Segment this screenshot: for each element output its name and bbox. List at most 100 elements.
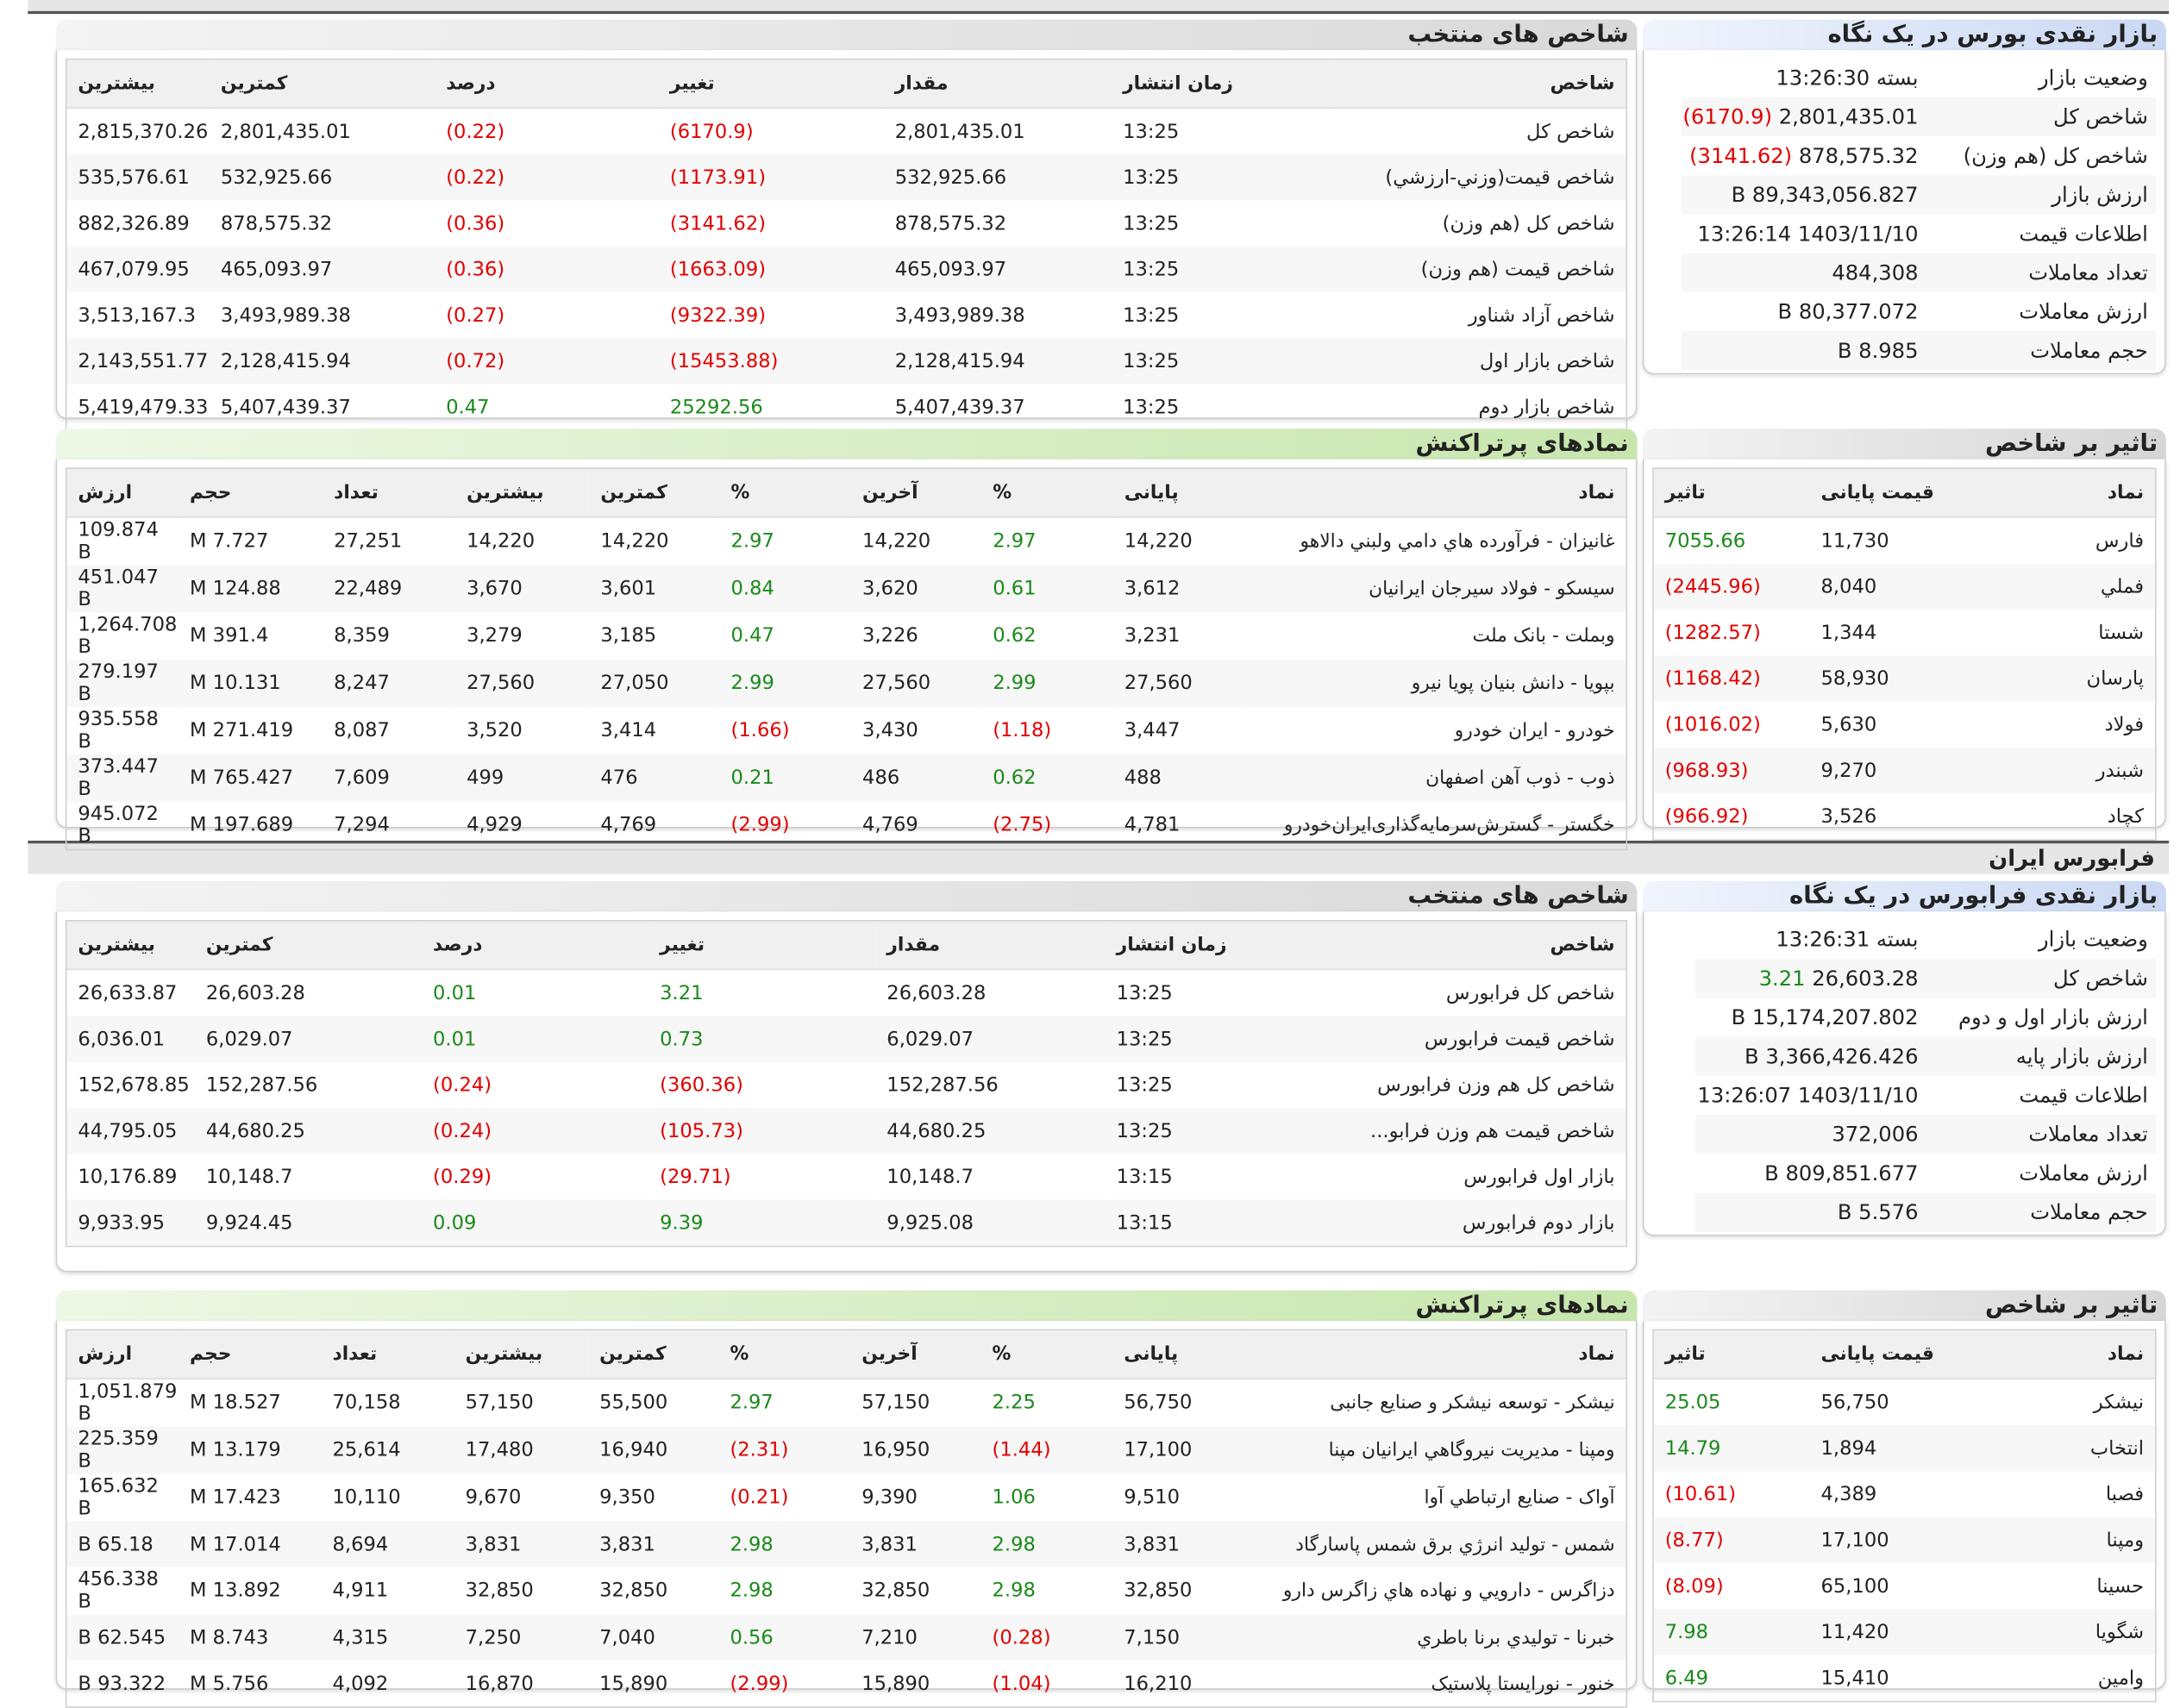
symbol-link[interactable]: نیشکر — [2093, 1391, 2145, 1414]
table-row[interactable]: شاخص قیمت فرابورس 13:25 6,029.07 0.73 0.01 6,… — [66, 1016, 1626, 1062]
table-row[interactable]: شاخص بازار دوم 13:25 5,407,439.37 25292.56 0… — [66, 385, 1626, 430]
column-header[interactable]: کمترین — [209, 59, 435, 109]
table-row[interactable]: وبملت - بانک ملت 3,231 0.62 3,226 0.47 3,185 3… — [66, 612, 1626, 660]
symbol-link[interactable]: فارس — [2095, 529, 2145, 553]
column-header[interactable]: تغییر — [658, 59, 884, 109]
table-row[interactable]: فصبا 4,389 (10.61) — [1654, 1471, 2155, 1517]
column-header[interactable]: آخرین — [851, 469, 982, 518]
column-header[interactable]: ارزش — [66, 1330, 179, 1380]
table-row[interactable]: فارس 11,730 7055.66 — [1654, 517, 2155, 564]
column-header[interactable]: نماد — [1245, 469, 1626, 518]
symbol-link[interactable]: خگستر - گسترش‌سرمایه‌گذاری‌ایران‌خودرو — [1283, 814, 1615, 837]
symbol-link[interactable]: شستا — [2098, 621, 2145, 644]
column-header[interactable]: پایانی — [1112, 469, 1246, 518]
table-row[interactable]: بپویا - دانش بنیان پویا نیرو 27,560 2.99 27… — [66, 660, 1626, 708]
table-row[interactable]: شستا 1,344 (1282.57) — [1654, 610, 2155, 655]
table-row[interactable]: سیسکو - فولاد سیرجان ایرانیان 3,612 0.61 3,… — [66, 565, 1626, 613]
column-header[interactable]: ارزش — [66, 469, 179, 518]
symbol-link[interactable]: نیشکر - توسعه نیشکر و صنایع جانبی — [1330, 1392, 1615, 1415]
column-header[interactable]: پایانی — [1112, 1330, 1246, 1380]
table-row[interactable]: شاخص قیمت هم وزن فرابو... 13:25 44,680.25(… — [66, 1107, 1626, 1154]
column-header[interactable]: % — [719, 469, 852, 518]
table-row[interactable]: شاخص کل فرابورس 13:25 26,603.28 3.21 0.01 26,… — [66, 969, 1626, 1016]
column-header[interactable]: نماد — [1989, 1330, 2155, 1380]
column-header[interactable]: تعداد — [323, 469, 456, 518]
column-header[interactable]: کمترین — [589, 469, 720, 518]
table-row[interactable]: حسینا 65,100 (8.09) — [1654, 1563, 2155, 1609]
table-row[interactable]: دزاگرس - دارويي و نهاده هاي زاگرس دارو 32… — [66, 1567, 1626, 1615]
table-row[interactable]: ومپنا - مدیریت نیروگاهي ایرانیان مپنا 17,… — [66, 1426, 1626, 1474]
column-header[interactable]: تغییر — [648, 921, 876, 971]
symbol-link[interactable]: پارسان — [1989, 655, 2155, 702]
table-row[interactable]: شگویا 11,420 7.98 — [1653, 1609, 2155, 1655]
symbol-link[interactable]: ذوب - ذوب آهن اصفهان — [1245, 754, 1626, 802]
table-row[interactable]: خبرنا - توليدي برنا باطري 7,150 (0.28) 7,21… — [66, 1614, 1626, 1661]
table-row[interactable]: ومپنا 17,100 (8.77) — [1653, 1517, 2155, 1563]
column-header[interactable]: نماد — [1989, 469, 2155, 518]
symbol-link[interactable]: فصبا — [2105, 1483, 2145, 1505]
symbol-link[interactable]: ومپنا — [1989, 1517, 2155, 1563]
column-header[interactable]: بیشترین — [66, 921, 196, 971]
column-header[interactable]: شاخص — [1330, 59, 1626, 109]
column-header[interactable]: نماد — [1245, 1330, 1626, 1380]
column-header[interactable]: قیمت پایانی — [1809, 469, 1989, 518]
table-row[interactable]: فملي 8,040 (2445.96) — [1653, 563, 2155, 610]
column-header[interactable]: تاثیر — [1653, 1330, 1810, 1380]
column-header[interactable]: کمترین — [195, 921, 423, 971]
column-header[interactable]: قیمت پایانی — [1809, 1330, 1989, 1380]
symbol-link[interactable]: کچاد — [2107, 804, 2145, 828]
column-header[interactable]: بیشترین — [455, 469, 590, 518]
symbol-link[interactable]: وبملت - بانک ملت — [1472, 624, 1615, 648]
table-row[interactable]: پارسان 58,930 (1168.42) — [1653, 655, 2155, 702]
symbol-link[interactable]: شبندر — [1989, 747, 2155, 794]
symbol-link[interactable]: شمس - تولید انرژي برق شمس پاسارگاد — [1245, 1521, 1626, 1567]
table-row[interactable]: انتخاب 1,894 14.79 — [1653, 1425, 2155, 1472]
column-header[interactable]: مقدار — [883, 59, 1112, 109]
column-header[interactable]: زمان انتشار — [1112, 59, 1331, 109]
table-row[interactable]: ذوب - ذوب آهن اصفهان 488 0.62 486 0.21 476 499… — [66, 754, 1626, 802]
table-row[interactable]: کچاد 3,526 (966.92) — [1654, 793, 2155, 839]
symbol-link[interactable]: وامین — [2097, 1667, 2145, 1689]
column-header[interactable]: کمترین — [588, 1330, 719, 1380]
column-header[interactable]: بیشترین — [66, 59, 210, 109]
column-header[interactable]: زمان انتشار — [1105, 921, 1327, 971]
column-header[interactable]: % — [718, 1330, 851, 1380]
column-header[interactable]: درصد — [422, 921, 649, 971]
table-row[interactable]: شاخص قیمت (هم وزن) 13:25 465,093.97 (1663.0… — [66, 246, 1626, 293]
symbol-link[interactable]: شگویا — [1989, 1609, 2155, 1655]
table-row[interactable]: خودرو - ایران خودرو 3,447 (1.18) 3,430 (1.66… — [66, 707, 1626, 754]
column-header[interactable]: آخرین — [850, 1330, 981, 1380]
symbol-link[interactable]: سیسکو - فولاد سیرجان ایرانیان — [1245, 565, 1626, 613]
column-header[interactable]: تاثیر — [1653, 469, 1810, 518]
table-row[interactable]: بازار دوم فرابورس 13:15 9,925.08 9.39 0.09 9,… — [66, 1199, 1626, 1246]
symbol-link[interactable]: خودرو - ایران خودرو — [1454, 719, 1615, 742]
table-row[interactable]: وامین 15,410 6.49 — [1654, 1655, 2155, 1700]
symbol-link[interactable]: فملي — [1989, 563, 2155, 610]
table-row[interactable]: نیشکر - توسعه نیشکر و صنایع جانبی 56,750 2… — [66, 1379, 1626, 1427]
table-row[interactable]: شاخص آزاد شناور 13:25 3,493,989.38 (9322.39… — [66, 292, 1626, 338]
table-row[interactable]: شبندر 9,270 (968.93) — [1653, 747, 2155, 794]
column-header[interactable]: مقدار — [875, 921, 1106, 971]
symbol-link[interactable]: خبرنا - توليدي برنا باطري — [1245, 1614, 1626, 1661]
symbol-link[interactable]: انتخاب — [1989, 1425, 2155, 1472]
symbol-link[interactable]: فولاد — [2104, 713, 2145, 736]
column-header[interactable]: درصد — [435, 59, 659, 109]
table-row[interactable]: نیشکر 56,750 25.05 — [1654, 1379, 2155, 1425]
symbol-link[interactable]: دزاگرس - دارويي و نهاده هاي زاگرس دارو — [1282, 1580, 1615, 1603]
table-row[interactable]: شاخص بازار اول 13:25 2,128,415.94 (15453.88… — [66, 338, 1626, 385]
column-header[interactable]: % — [980, 1330, 1113, 1380]
column-header[interactable]: % — [981, 469, 1113, 518]
table-row[interactable]: شاخص کل هم وزن فرابورس 13:25 152,287.56 (36… — [66, 1062, 1626, 1108]
symbol-link[interactable]: خنور - نورایستا پلاستیک — [1431, 1672, 1615, 1695]
symbol-link[interactable]: غانیزان - فرآورده هاي دامي ولبني دالاهو — [1300, 530, 1615, 553]
symbol-link[interactable]: حسینا — [2096, 1574, 2145, 1598]
table-row[interactable]: آواک - صنایع ارتباطي آوا 9,510 1.06 9,390 (0… — [66, 1474, 1626, 1522]
table-row[interactable]: شاخص کل (هم وزن) 13:25 878,575.32 (3141.62)… — [66, 200, 1626, 246]
symbol-link[interactable]: ومپنا - مدیریت نیروگاهي ایرانیان مپنا — [1245, 1426, 1626, 1474]
column-header[interactable]: حجم — [179, 469, 323, 518]
table-row[interactable]: خنور - نورایستا پلاستیک 16,210 (1.04) 15,89… — [66, 1661, 1626, 1706]
table-row[interactable]: شمس - تولید انرژي برق شمس پاسارگاد 3,831 2… — [66, 1521, 1626, 1567]
column-header[interactable]: شاخص — [1326, 921, 1626, 971]
table-row[interactable]: شاخص قیمت(وزني-ارزشي) 13:25 532,925.66 (117… — [66, 154, 1626, 201]
table-row[interactable]: شاخص کل 13:25 2,801,435.01 (6170.9) (0.22) 2,… — [66, 108, 1626, 154]
